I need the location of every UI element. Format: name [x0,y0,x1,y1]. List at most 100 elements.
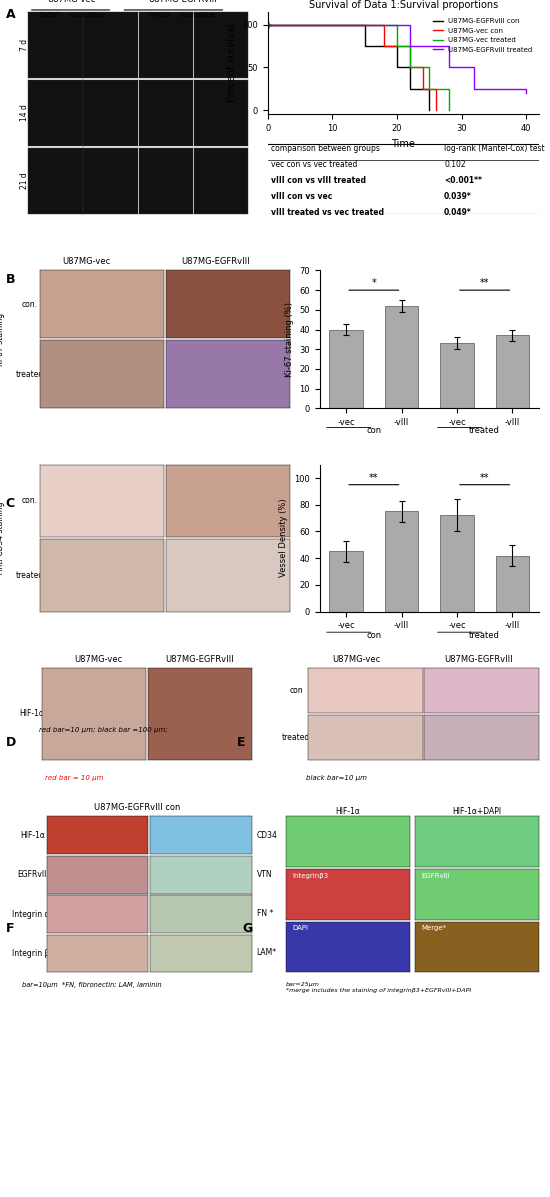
Text: **: ** [480,278,490,288]
Text: C: C [6,497,15,510]
Text: FN *: FN * [257,910,273,918]
Text: G: G [242,922,252,935]
Text: Ki-67 staining: Ki-67 staining [0,312,5,366]
Text: vIII con vs vec: vIII con vs vec [271,192,332,201]
Text: U87MG-EGFRvIII: U87MG-EGFRvIII [181,257,250,266]
Text: con.: con. [22,497,38,505]
U87MG-vec treated [406,40,413,54]
Text: U87MG-EGFRvIII: U87MG-EGFRvIII [165,656,234,664]
Text: con: con [366,426,381,435]
U87MG-vec treated [426,60,432,74]
Text: bar=10μm  *FN, fibronectin; LAM, laminin: bar=10μm *FN, fibronectin; LAM, laminin [22,982,162,988]
Text: A: A [6,8,15,22]
Text: Merge*: Merge* [421,925,446,931]
Text: vIII treated vs vec treated: vIII treated vs vec treated [271,208,383,217]
Text: CD34: CD34 [257,832,278,840]
Text: E: E [236,736,245,749]
Bar [385,511,418,612]
U87MG-EGFRvIII con [361,40,368,54]
Text: <0.001**: <0.001** [444,176,482,184]
U87MG-vec con [432,103,439,117]
U87MG-EGFRvIII treated [523,81,530,96]
Text: *: * [371,278,376,288]
Text: F: F [6,922,14,935]
Text: bar=25μm
*merge includes the staining of integrinβ3+EGFRvIII+DAPI: bar=25μm *merge includes the staining of… [286,982,471,992]
Y-axis label: Vessel Density (%): Vessel Density (%) [279,499,289,577]
Bar [441,344,474,408]
Y-axis label: Percent survival: Percent survival [227,24,237,103]
Line: U87MG-vec con: U87MG-vec con [268,25,436,110]
U87MG-vec treated [265,18,271,32]
Line: U87MG-EGFRvIII treated: U87MG-EGFRvIII treated [268,25,526,93]
Text: EGFRvIII: EGFRvIII [18,870,49,879]
Text: DMSO    cilengitide: DMSO cilengitide [39,12,105,18]
U87MG-vec con [432,81,439,96]
Text: 0.039*: 0.039* [444,192,472,201]
U87MG-EGFRvIII con [265,18,271,32]
U87MG-EGFRvIII treated [523,86,530,101]
Text: con.: con. [22,300,38,309]
Legend: U87MG-EGFRvIII con, U87MG-vec con, U87MG-vec treated, U87MG-EGFRvIII treated: U87MG-EGFRvIII con, U87MG-vec con, U87MG… [430,16,536,55]
U87MG-EGFRvIII treated [446,40,452,54]
U87MG-EGFRvIII treated [406,18,413,32]
Text: DAPI: DAPI [292,925,308,931]
U87MG-vec treated [394,40,400,54]
Text: U87MG-vec: U87MG-vec [74,656,122,664]
Text: log-rank (Mantel-Cox) test: log-rank (Mantel-Cox) test [444,145,544,153]
Line: U87MG-EGFRvIII con: U87MG-EGFRvIII con [268,25,429,110]
U87MG-EGFRvIII con [394,40,400,54]
Text: U87MG-EGFRvIII: U87MG-EGFRvIII [444,656,513,664]
Title: Survival of Data 1:Survival proportions: Survival of Data 1:Survival proportions [309,0,498,10]
Text: con: con [366,631,381,640]
Text: treated: treated [469,426,500,435]
U87MG-vec treated [426,81,432,96]
Bar [329,329,363,408]
Text: U87MG-vec: U87MG-vec [333,656,381,664]
X-axis label: Time: Time [392,139,415,148]
Text: U87MG-EGFRvIII con: U87MG-EGFRvIII con [94,803,180,812]
Text: LAM*: LAM* [257,948,277,958]
Text: black bar=10 μm: black bar=10 μm [306,774,367,780]
U87MG-EGFRvIII con [406,81,413,96]
Text: treated: treated [282,733,310,742]
Text: Integrinβ3: Integrinβ3 [292,873,328,879]
U87MG-EGFRvIII con [361,18,368,32]
U87MG-vec con [381,18,387,32]
U87MG-vec con [420,81,426,96]
Title: HIF-1α+DAPI: HIF-1α+DAPI [453,807,502,815]
Text: vIII con vs vIII treated: vIII con vs vIII treated [271,176,366,184]
U87MG-EGFRvIII con [426,103,432,117]
Text: 0.102: 0.102 [444,159,466,169]
U87MG-EGFRvIII treated [471,81,478,96]
Bar [385,306,418,408]
U87MG-vec treated [446,103,452,117]
U87MG-EGFRvIII con [394,60,400,74]
U87MG-EGFRvIII treated [471,60,478,74]
Bar [496,335,529,408]
Text: treated: treated [469,631,500,640]
U87MG-vec con [265,18,271,32]
U87MG-vec con [381,40,387,54]
Text: D: D [6,736,16,749]
Text: EGFRvIII: EGFRvIII [421,873,450,879]
Text: 21 d: 21 d [20,172,29,189]
Text: HIF-1α: HIF-1α [19,710,44,718]
Text: DMSO    cilengitide: DMSO cilengitide [149,12,216,18]
U87MG-EGFRvIII treated [446,60,452,74]
Text: treated: treated [16,571,44,579]
Text: 14 d: 14 d [20,104,29,121]
Title: HIF-1α: HIF-1α [336,807,360,815]
Y-axis label: Ki-67 staining (%): Ki-67 staining (%) [284,302,294,377]
U87MG-vec con [420,60,426,74]
Line: U87MG-vec treated: U87MG-vec treated [268,25,449,110]
Text: VTN: VTN [257,870,272,880]
Text: red bar=10 μm; black bar =100 μm;: red bar=10 μm; black bar =100 μm; [39,727,167,733]
Text: U87MG-vec: U87MG-vec [62,257,111,266]
Text: B: B [6,273,15,286]
Bar [441,516,474,612]
Text: con: con [289,686,303,695]
U87MG-EGFRvIII treated [265,18,271,32]
Text: 0.049*: 0.049* [444,208,472,217]
Text: comparison between groups: comparison between groups [271,145,380,153]
Text: U87MG-vec: U87MG-vec [48,0,96,4]
